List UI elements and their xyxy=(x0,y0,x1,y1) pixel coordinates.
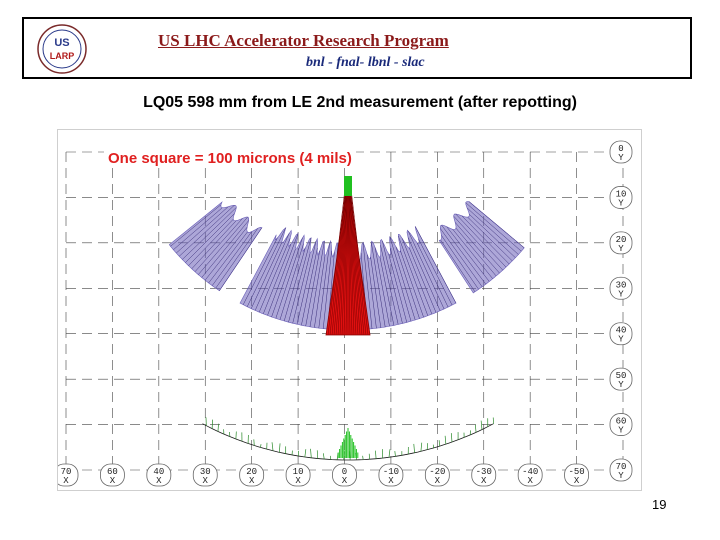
reference-arc-trace xyxy=(395,451,396,456)
bottom-tick-label: -30X xyxy=(472,464,496,486)
bottom-tick-label: 70X xyxy=(58,464,78,486)
reference-arc-trace xyxy=(260,444,261,447)
right-tick-axis: Y xyxy=(618,289,624,299)
reference-arc-trace xyxy=(475,425,476,432)
right-tick-axis: Y xyxy=(618,380,624,390)
bottom-tick-axis: X xyxy=(481,476,487,486)
reference-arc-trace xyxy=(445,436,446,444)
peak-tip-marker xyxy=(344,176,352,196)
bottom-axis-ticks: 70X 60X 40X 30X 20X 10X 0X -10X -20X -30X -40X -50X xyxy=(58,464,589,486)
bottom-tick-axis: X xyxy=(110,476,116,486)
right-axis-ticks: 0Y 10Y 20Y 30Y 40Y 50Y 60Y 70Y xyxy=(610,141,632,481)
bottom-tick-axis: X xyxy=(295,476,301,486)
logo-text-larp: LARP xyxy=(50,51,75,61)
scale-note: One square = 100 microns (4 mils) xyxy=(104,149,356,168)
right-tick-label: 10Y xyxy=(610,186,632,208)
plot-canvas: 0Y 10Y 20Y 30Y 40Y 50Y 60Y 70Y 70X 60X 40X 30X 20X 1… xyxy=(58,130,643,492)
left-pole-profile xyxy=(169,202,262,291)
header-banner: US LARP US LHC Accelerator Research Prog… xyxy=(22,17,692,79)
reference-arc-trace xyxy=(305,449,306,457)
bottom-tick-axis: X xyxy=(527,476,533,486)
bottom-tick-axis: X xyxy=(156,476,162,486)
bottom-tick-label: 10X xyxy=(286,464,310,486)
bottom-tick-axis: X xyxy=(63,476,69,486)
right-tick-label: 30Y xyxy=(610,277,632,299)
right-tick-axis: Y xyxy=(618,471,624,481)
bottom-tick-axis: X xyxy=(435,476,441,486)
right-tick-label: 60Y xyxy=(610,414,632,436)
bottom-tick-label: 40X xyxy=(147,464,171,486)
reference-arc-trace xyxy=(212,420,213,429)
right-tick-label: 0Y xyxy=(610,141,632,163)
slide-title: LQ05 598 mm from LE 2nd measurement (aft… xyxy=(0,94,720,112)
reference-arc-trace xyxy=(427,443,428,450)
reference-arc-trace xyxy=(279,443,280,452)
right-tick-label: 40Y xyxy=(610,323,632,345)
reference-arc-trace xyxy=(272,442,273,451)
lab-list: bnl - fnal- lbnl - slac xyxy=(306,55,425,71)
reference-arc xyxy=(203,417,494,460)
bottom-tick-label: -20X xyxy=(425,464,449,486)
bottom-tick-label: -10X xyxy=(379,464,403,486)
bottom-tick-axis: X xyxy=(203,476,209,486)
right-tick-label: 70Y xyxy=(610,459,632,481)
right-tick-axis: Y xyxy=(618,426,624,436)
bottom-tick-label: -50X xyxy=(565,464,589,486)
reference-arc-trace xyxy=(421,443,422,452)
bottom-tick-axis: X xyxy=(249,476,255,486)
reference-arc-trace xyxy=(481,421,482,430)
bottom-tick-label: -40X xyxy=(518,464,542,486)
reference-arc-trace xyxy=(389,449,390,457)
measurement-plot: 0 Y 10 Y 20 Y 30 Y 40 Y 50 Y 60 Y 70 Y 70 X 60 X 40 X 30 X 20 X 1… xyxy=(57,129,642,491)
reference-arc-trace xyxy=(317,450,318,458)
bottom-tick-axis: X xyxy=(342,476,348,486)
reference-arc-trace xyxy=(311,449,312,458)
right-tick-axis: Y xyxy=(618,198,624,208)
reference-arc-trace xyxy=(218,424,219,432)
bottom-tick-label: 0X xyxy=(333,464,357,486)
bottom-tick-label: 30X xyxy=(193,464,217,486)
right-tick-label: 20Y xyxy=(610,232,632,254)
us-larp-logo: US LARP xyxy=(36,23,88,75)
reference-arc-trace xyxy=(414,444,415,453)
program-title: US LHC Accelerator Research Program xyxy=(158,31,449,51)
reference-arc-trace xyxy=(363,456,364,460)
field-profile xyxy=(169,176,524,335)
page-number: 19 xyxy=(652,497,666,512)
bottom-tick-axis: X xyxy=(574,476,580,486)
reference-arc-trace xyxy=(375,451,376,459)
reference-arc-trace xyxy=(470,430,471,435)
right-tick-axis: Y xyxy=(618,244,624,254)
right-tick-axis: Y xyxy=(618,153,624,163)
right-tick-axis: Y xyxy=(618,335,624,345)
bottom-tick-label: 20X xyxy=(240,464,264,486)
reference-arc-trace xyxy=(439,440,440,446)
reference-arc-trace xyxy=(451,433,452,442)
bottom-tick-axis: X xyxy=(388,476,394,486)
right-tick-label: 50Y xyxy=(610,368,632,390)
reference-arc-trace xyxy=(323,453,324,459)
bottom-tick-label: 60X xyxy=(100,464,124,486)
logo-text-us: US xyxy=(54,37,69,49)
